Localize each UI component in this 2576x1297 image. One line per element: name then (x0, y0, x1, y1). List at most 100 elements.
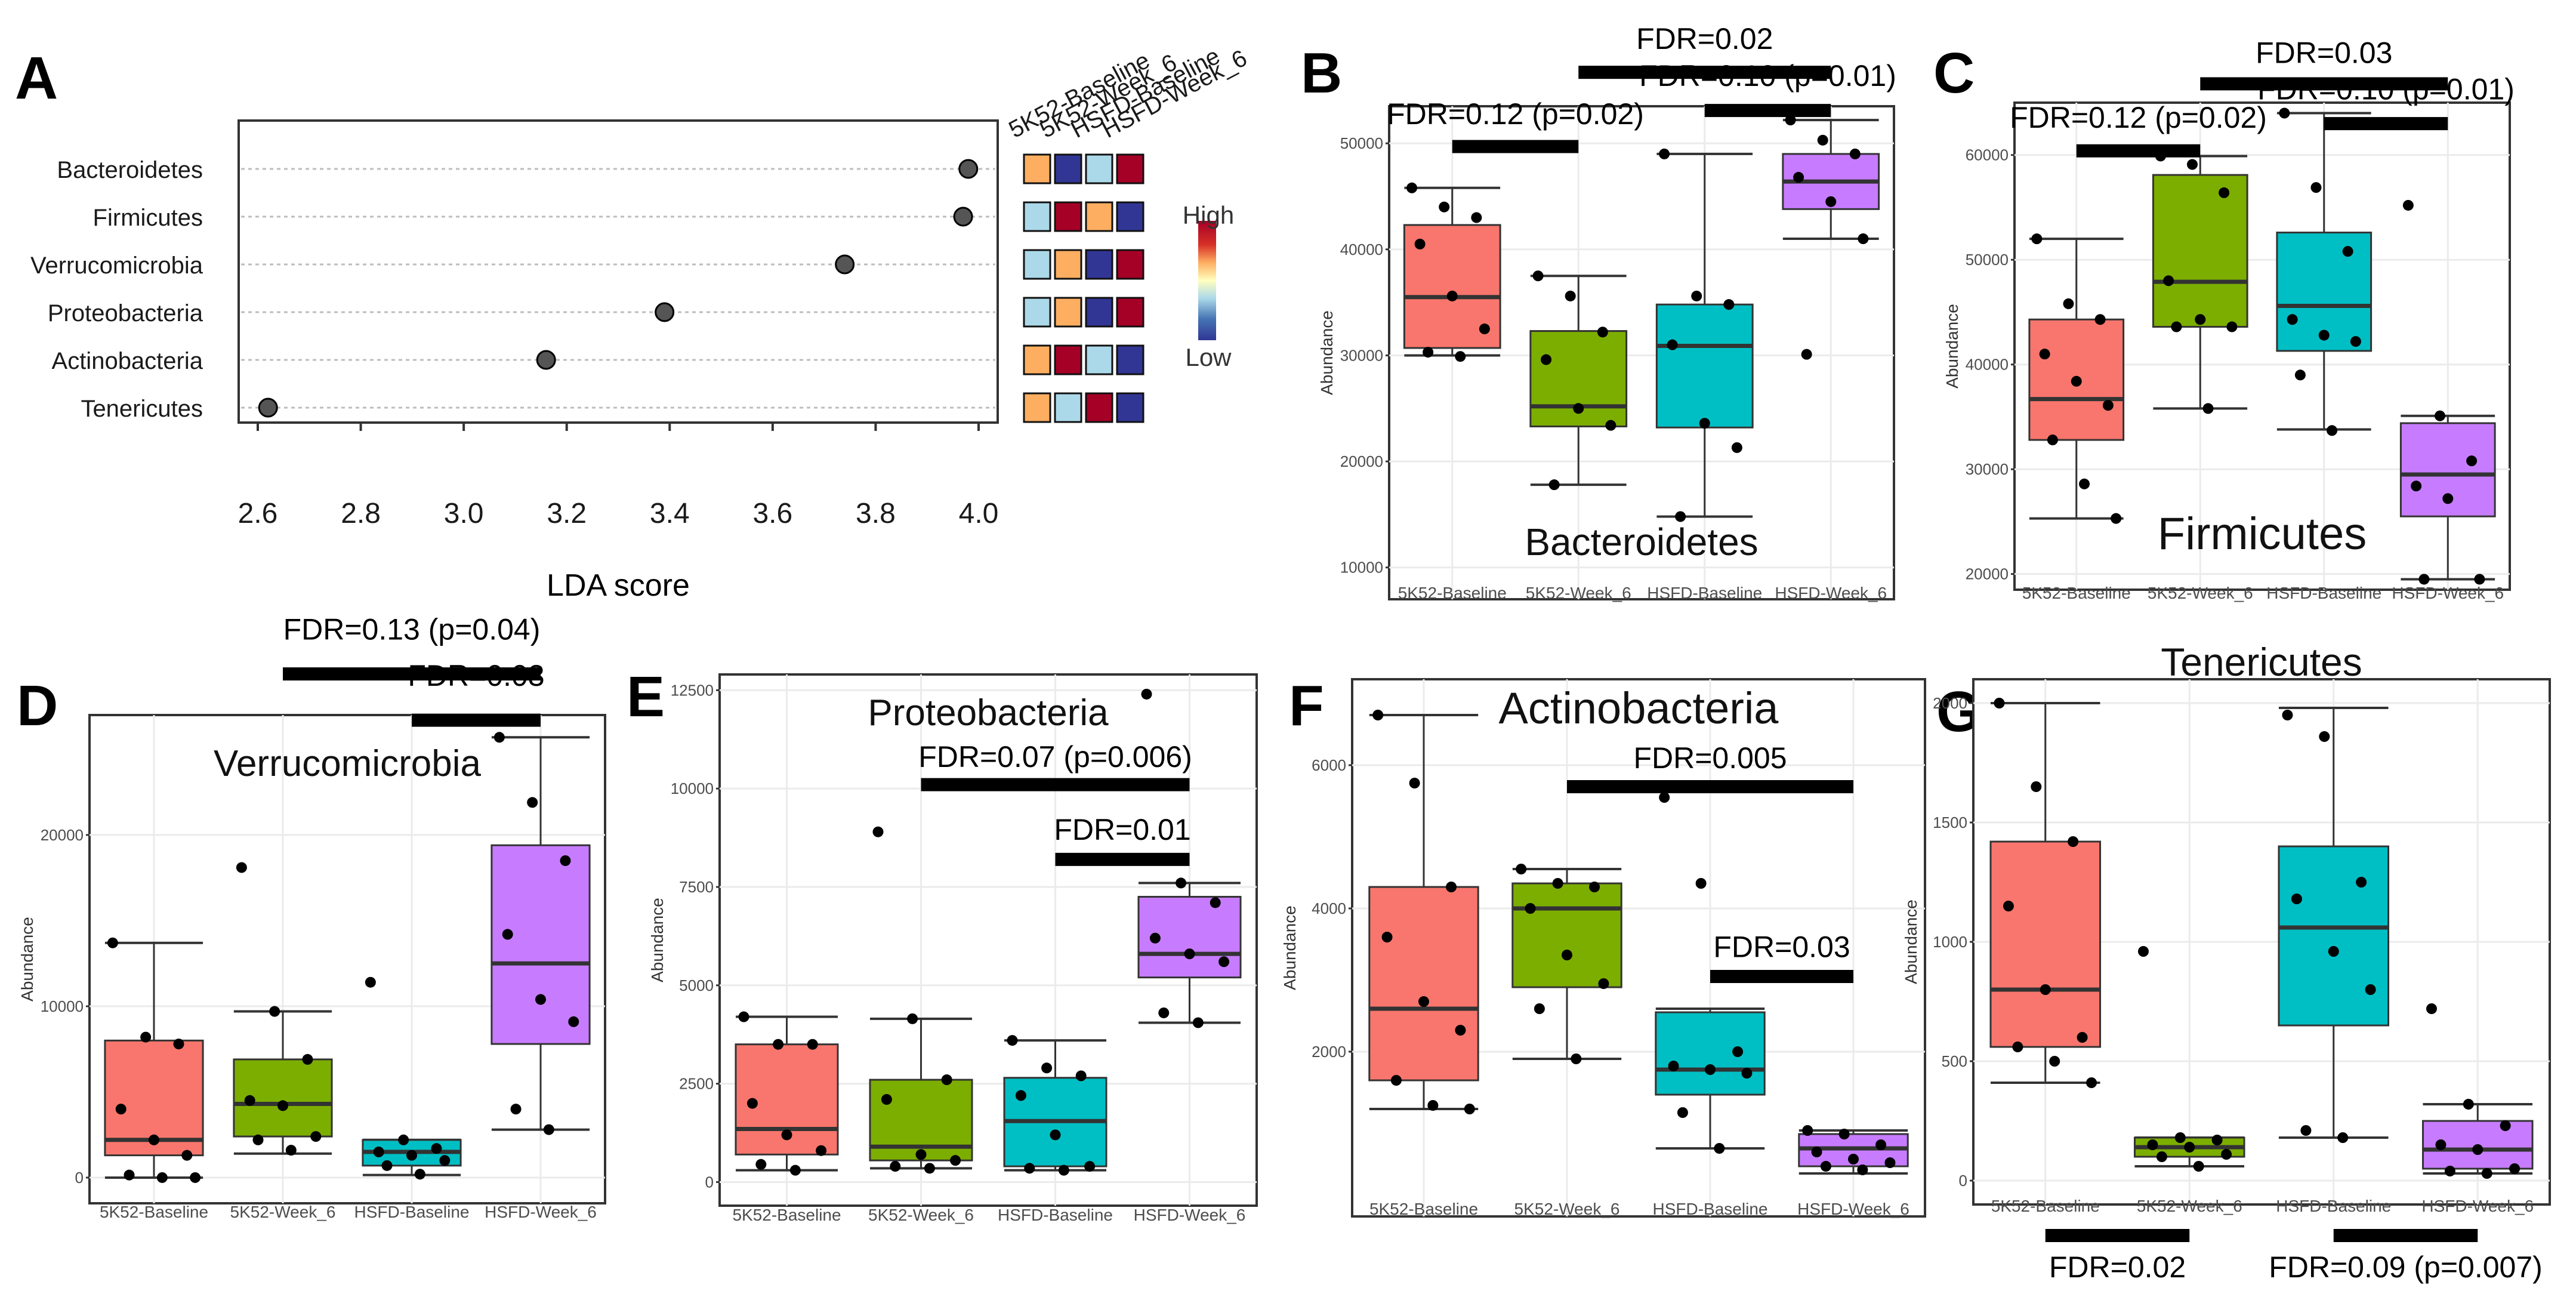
data-point (1446, 290, 1458, 301)
y-tick-label: 2000 (1312, 1043, 1346, 1061)
data-point (2163, 275, 2174, 286)
taxon-label: Firmicutes (93, 205, 203, 231)
data-point (2319, 731, 2330, 742)
color-legend-bar (1198, 221, 1216, 340)
data-point (2328, 946, 2339, 957)
significance-bar (1704, 104, 1831, 118)
significance-label: FDR=0.12 (p=0.02) (1387, 97, 1644, 131)
data-point (1007, 1035, 1018, 1046)
x-tick-label: HSFD-Baseline (1653, 1200, 1768, 1218)
data-point (1820, 1161, 1831, 1172)
data-point (2287, 314, 2298, 325)
x-tick-label: 5K52-Baseline (732, 1206, 841, 1224)
y-tick-label: 40000 (1966, 356, 2009, 374)
data-point (439, 1155, 451, 1166)
lda-x-ticks: 2.6 2.8 3.0 3.2 3.4 3.6 3.8 4.0 (238, 423, 999, 529)
y-tick-label: 50000 (1340, 134, 1383, 152)
data-point (2411, 480, 2422, 492)
y-tick-label: 0 (705, 1173, 714, 1191)
heatmap-cell (1023, 201, 1051, 232)
heatmap-cell (1085, 249, 1113, 280)
box (1989, 840, 2102, 1048)
significance-bar (412, 713, 541, 727)
data-point (398, 1134, 409, 1145)
data-point (1149, 932, 1161, 944)
y-tick-label: 0 (1959, 1172, 1967, 1190)
y-tick-label: 10000 (671, 780, 714, 797)
significance-bar (2324, 117, 2448, 131)
data-point (493, 732, 505, 743)
data-point (2481, 1168, 2492, 1179)
x-tick-label: 3.2 (547, 498, 587, 529)
data-point (1677, 1107, 1688, 1118)
data-point (1446, 882, 1457, 892)
data-point (2472, 1144, 2484, 1155)
data-point (140, 1031, 152, 1043)
data-point (924, 1163, 935, 1174)
data-point (115, 1104, 127, 1115)
x-tick-label: 4.0 (959, 498, 999, 529)
data-point (1423, 347, 1434, 358)
panel-title: Proteobacteria (868, 692, 1109, 734)
x-tick-label: HSFD-Week_6 (1775, 584, 1887, 602)
data-point (2442, 493, 2454, 504)
lda-point (258, 398, 278, 418)
data-point (302, 1053, 313, 1065)
panel-b: B 10000 20000 30000 40000 50000 5K52-Baseline 5… (1301, 22, 1896, 602)
data-point (2337, 1132, 2349, 1143)
data-point (1418, 996, 1429, 1007)
y-tick-label: 30000 (1966, 460, 2009, 478)
panel-label: C (1933, 41, 1975, 105)
data-point (149, 1134, 159, 1145)
significance-bar (2076, 144, 2201, 158)
y-axis-label: Abundance (18, 917, 36, 1002)
data-point (2294, 369, 2306, 381)
data-point (881, 1094, 892, 1105)
data-point (915, 1149, 927, 1160)
data-point (1525, 903, 1536, 914)
box (1655, 303, 1754, 429)
data-point (568, 1016, 579, 1027)
data-point (2079, 478, 2090, 489)
data-point (2071, 375, 2082, 387)
lda-point (655, 302, 675, 322)
significance-bar (1452, 140, 1579, 153)
data-point (2466, 455, 2478, 467)
significance-label: FDR=0.03 (408, 659, 544, 692)
y-tick-label: 20000 (1966, 565, 2009, 583)
x-tick-label: 5K52-Baseline (1369, 1200, 1478, 1218)
data-point (2003, 901, 2014, 911)
data-point (1439, 201, 1450, 212)
data-point (2342, 246, 2353, 257)
y-tick-label: 10000 (41, 997, 84, 1015)
x-tick-label: 3.8 (856, 498, 896, 529)
data-point (1015, 1090, 1026, 1101)
data-point (2418, 574, 2430, 585)
data-point (1548, 479, 1560, 491)
y-tick-label: 4000 (1312, 899, 1346, 917)
taxon-label: Bacteroidetes (57, 157, 203, 183)
data-point (2156, 1151, 2167, 1162)
x-tick-label: HSFD-Week_6 (2421, 1197, 2534, 1215)
data-point (2094, 314, 2106, 325)
significance-label: FDR=0.03 (1713, 931, 1850, 964)
lda-plot-frame (237, 119, 999, 424)
heatmap-cell (1085, 344, 1113, 375)
heatmap-cell (1085, 201, 1113, 232)
data-point (1714, 1143, 1725, 1154)
data-point (310, 1131, 322, 1142)
y-tick-label: 1500 (1933, 814, 1967, 831)
y-tick-label: 20000 (41, 826, 84, 844)
significance-bar (2333, 1229, 2478, 1242)
data-point (2463, 1099, 2474, 1110)
panel-label: B (1301, 41, 1342, 105)
data-point (2174, 1132, 2186, 1143)
data-point (1218, 956, 1230, 968)
data-point (406, 1150, 417, 1161)
y-tick-label: 50000 (1966, 251, 2009, 269)
data-point (2040, 984, 2051, 995)
x-tick-label: 5K52-Baseline (1991, 1197, 2100, 1215)
x-tick-label: HSFD-Baseline (354, 1203, 470, 1221)
data-point (2350, 336, 2361, 347)
